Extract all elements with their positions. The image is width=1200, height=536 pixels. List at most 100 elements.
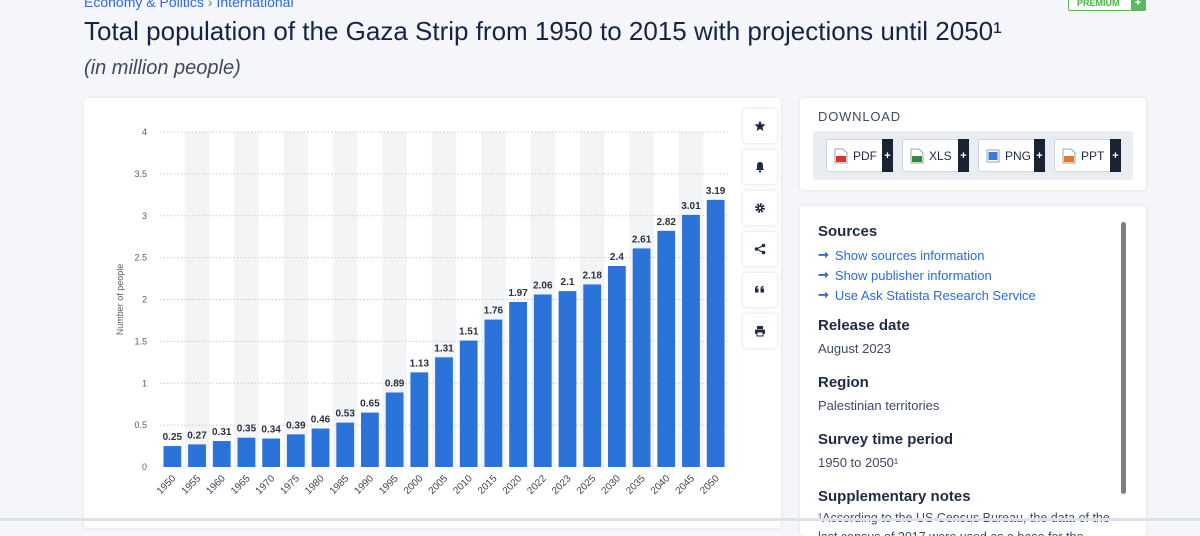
x-tick-label: 1965 — [229, 473, 253, 497]
bar[interactable] — [435, 357, 453, 467]
premium-label: PREMIUM — [1077, 0, 1120, 8]
x-tick-label: 2030 — [599, 473, 623, 497]
share-button[interactable] — [743, 232, 777, 266]
bar[interactable] — [706, 199, 725, 467]
pdf-plus-icon: + — [882, 139, 893, 172]
bar[interactable] — [607, 266, 626, 467]
pdf-file-icon — [834, 148, 848, 164]
x-tick-label: 2010 — [451, 473, 475, 497]
gear-icon — [755, 203, 765, 213]
bar[interactable] — [459, 340, 478, 467]
star-icon — [754, 120, 766, 131]
chart-card: 0 0.5 1 1.5 2 2.5 3 3.5 4 Number of people 0.25 195… — [84, 98, 781, 528]
png-plus-icon: + — [1034, 139, 1045, 172]
bar[interactable] — [657, 230, 676, 467]
bar[interactable] — [212, 441, 231, 467]
ppt-file-icon — [1062, 148, 1076, 164]
breadcrumb-economy-politics[interactable]: Economy & Politics — [84, 0, 204, 10]
chart-toolbar — [743, 109, 777, 355]
page-subtitle: (in million people) — [84, 57, 241, 79]
y-tick-label: 3.5 — [134, 169, 147, 179]
show-sources-link[interactable]: ➞ Show sources information — [818, 247, 1118, 263]
x-tick-label: 2025 — [575, 473, 599, 497]
y-tick-label: 0.5 — [134, 420, 147, 430]
bar[interactable] — [385, 392, 404, 467]
download-png-button[interactable]: PNG + — [978, 139, 1045, 172]
bar[interactable] — [484, 319, 503, 467]
bar-chart: 0 0.5 1 1.5 2 2.5 3 3.5 4 Number of people 0.25 195… — [115, 127, 728, 497]
data-label: 2.61 — [632, 234, 652, 245]
bar[interactable] — [682, 214, 700, 467]
bar[interactable] — [188, 444, 206, 467]
download-button-group: PDF + XLS + PNG + PPT + — [813, 131, 1133, 180]
x-tick-label: 2015 — [476, 473, 500, 497]
supplementary-notes-value: ¹According to the US Census Bureau, the … — [818, 509, 1118, 536]
show-publisher-link[interactable]: ➞ Show publisher information — [818, 267, 1118, 283]
data-label: 2.4 — [610, 252, 624, 263]
ppt-plus-icon: + — [1110, 139, 1121, 172]
xls-plus-icon: + — [958, 139, 969, 172]
download-title: DOWNLOAD — [818, 109, 901, 124]
data-label: 0.34 — [261, 425, 281, 436]
data-label: 3.19 — [706, 186, 726, 197]
show-sources-label: Show sources information — [834, 247, 985, 263]
x-tick-label: 1985 — [328, 473, 352, 497]
print-icon — [755, 326, 765, 337]
x-tick-label: 2020 — [501, 473, 525, 497]
x-tick-label: 1970 — [254, 473, 278, 497]
bar[interactable] — [286, 434, 305, 467]
breadcrumb-international[interactable]: International — [216, 0, 294, 10]
bar[interactable] — [361, 412, 379, 467]
bar[interactable] — [558, 291, 577, 467]
x-tick-label: 1995 — [377, 473, 401, 497]
info-panel: Sources ➞ Show sources information ➞ Show … — [800, 206, 1146, 536]
y-tick-label: 2 — [142, 295, 147, 305]
x-tick-label: 1955 — [180, 473, 204, 497]
data-label: 0.35 — [237, 424, 257, 435]
bar[interactable] — [410, 372, 429, 467]
bar[interactable] — [632, 248, 651, 467]
data-label: 0.39 — [286, 420, 306, 431]
png-file-icon — [986, 148, 1000, 164]
info-panel-scrollbar[interactable] — [1121, 222, 1126, 494]
bar[interactable] — [262, 438, 281, 467]
bar[interactable] — [311, 428, 330, 467]
cite-button[interactable] — [743, 273, 777, 307]
download-pdf-button[interactable]: PDF + — [826, 139, 893, 172]
y-tick-label: 3 — [142, 211, 147, 221]
bar[interactable] — [533, 294, 552, 467]
data-label: 0.46 — [311, 414, 331, 425]
download-xls-button[interactable]: XLS + — [902, 139, 969, 172]
bar[interactable] — [509, 302, 527, 467]
data-label: 0.31 — [212, 427, 232, 438]
download-xls-label: XLS — [929, 148, 952, 163]
survey-period-value: 1950 to 2050¹ — [818, 455, 899, 470]
region-heading: Region — [818, 374, 869, 391]
y-axis-label: Number of people — [115, 264, 125, 336]
bar[interactable] — [163, 446, 182, 467]
release-date-value: August 2023 — [818, 341, 892, 356]
favorite-button[interactable] — [743, 109, 777, 143]
x-tick-label: 1960 — [204, 473, 228, 497]
x-tick-label: 1980 — [303, 473, 327, 497]
download-pdf-label: PDF — [853, 148, 877, 163]
quote-icon — [755, 285, 764, 293]
premium-badge[interactable]: PREMIUM + — [1068, 0, 1146, 11]
y-tick-label: 1.5 — [134, 336, 147, 346]
bar[interactable] — [583, 284, 602, 467]
print-button[interactable] — [743, 314, 777, 348]
bar[interactable] — [336, 422, 355, 467]
bar[interactable] — [237, 437, 256, 467]
notification-button[interactable] — [743, 150, 777, 184]
download-ppt-button[interactable]: PPT + — [1054, 139, 1121, 172]
arrow-right-icon: ➞ — [818, 267, 829, 282]
share-icon — [754, 243, 766, 255]
y-tick-label: 0 — [142, 462, 147, 472]
settings-button[interactable] — [743, 191, 777, 225]
data-label: 2.1 — [561, 277, 575, 288]
arrow-right-icon: ➞ — [818, 287, 829, 302]
x-tick-label: 2000 — [402, 473, 426, 497]
research-service-link[interactable]: ➞ Use Ask Statista Research Service — [818, 287, 1118, 303]
breadcrumb: Economy & Politics › International — [84, 0, 294, 10]
supplementary-notes-heading: Supplementary notes — [818, 488, 971, 505]
